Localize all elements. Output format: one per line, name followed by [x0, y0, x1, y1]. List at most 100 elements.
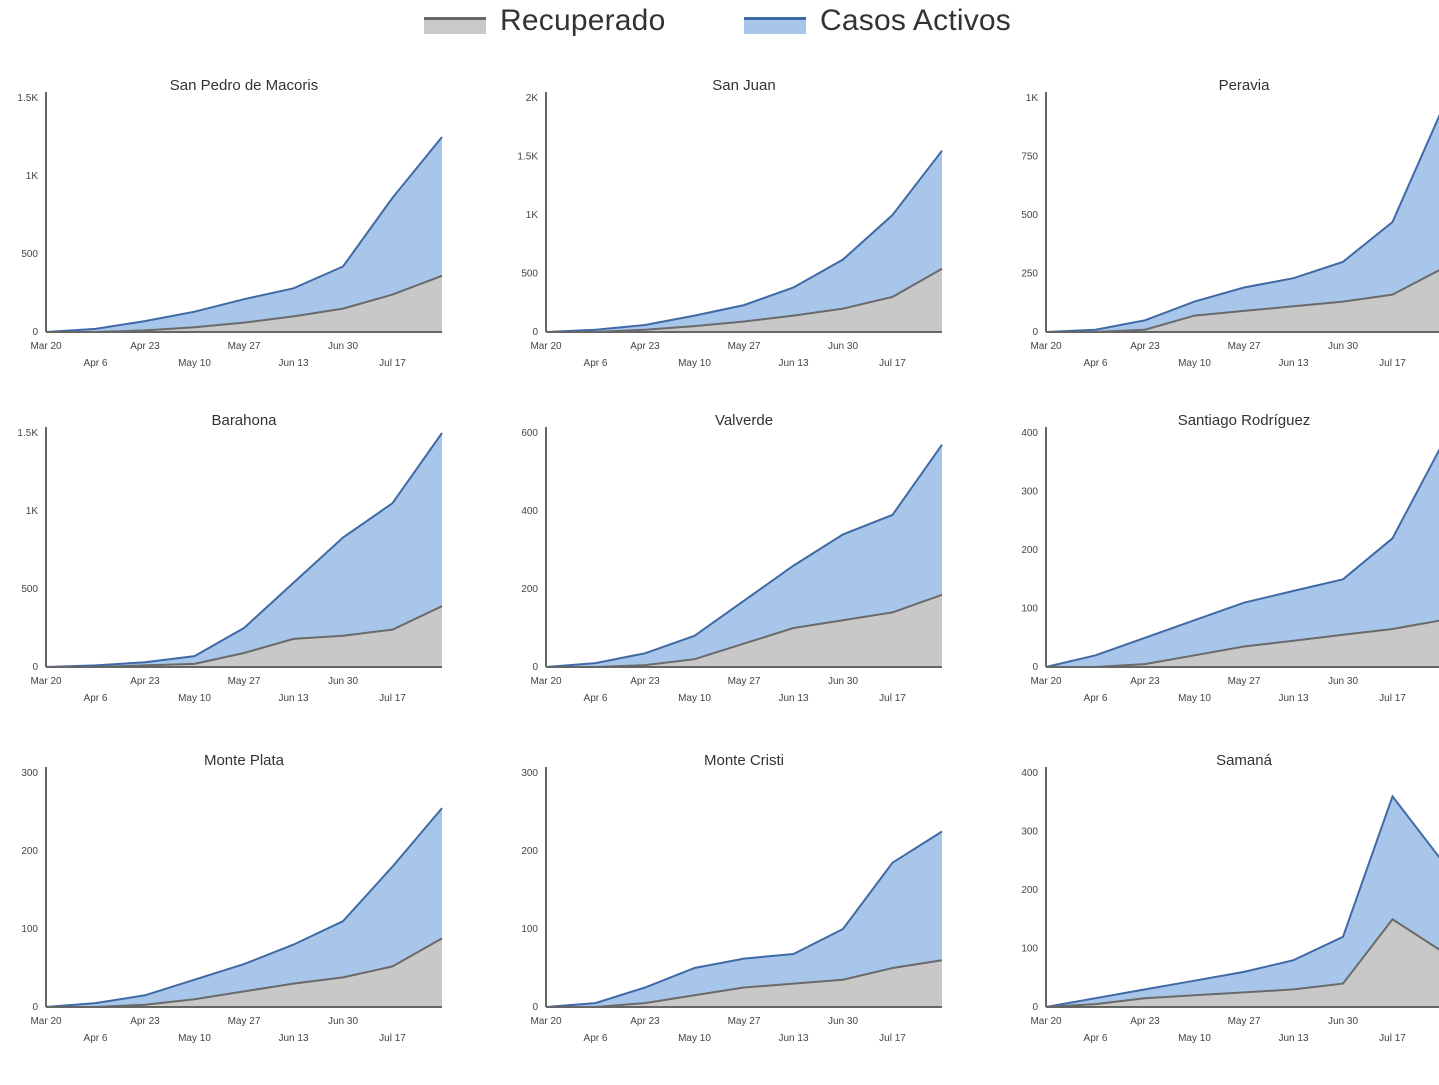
series-area-casos-activos [1046, 450, 1439, 667]
legend: Recuperado Casos Activos [0, 0, 1439, 52]
x-tick-label: Apr 6 [1084, 358, 1108, 369]
y-tick-label: 500 [21, 584, 38, 595]
series-area-recuperado [46, 606, 442, 667]
x-tick-label: May 27 [1228, 676, 1261, 687]
series-line-recuperado [546, 959, 943, 1008]
series-area-casos-activos [546, 444, 942, 667]
chart-title: Barahona [211, 412, 277, 429]
series-area-casos-activos [1046, 116, 1439, 332]
x-tick-label: May 27 [728, 341, 761, 352]
x-tick-label: Jul 17 [879, 693, 906, 704]
series-area-casos-activos [1046, 796, 1439, 1007]
x-tick-label: Jun 13 [778, 1033, 808, 1044]
y-tick-label: 200 [1021, 885, 1038, 896]
chart-panel-3: 0 500 1K 1.5K Mar 20 Apr 6 Apr 23 May 10 May 27 J… [0, 405, 480, 745]
x-tick-label: May 10 [178, 358, 211, 369]
chart-panel-0: 0 500 1K 1.5K Mar 20 Apr 6 Apr 23 May 10 May 27 J… [0, 70, 480, 410]
x-tick-label: Jun 13 [278, 693, 308, 704]
chart-panel-5: 0 100 200 300 400 Mar 20 Apr 6 Apr 23 May 10 May … [1000, 405, 1439, 745]
y-tick-label: 1.5K [17, 93, 38, 104]
series-area-recuperado [546, 594, 942, 667]
legend-label-casos-activos: Casos Activos [820, 4, 1012, 37]
series-line-recuperado [1045, 917, 1439, 1008]
chart-svg: 0 500 1K 1.5K Mar 20 Apr 6 Apr 23 May 10 May 27 J… [17, 412, 443, 704]
series-area-recuperado [46, 275, 442, 332]
chart-svg: 0 200 400 600 Mar 20 Apr 6 Apr 23 May 10 May 27 J… [521, 412, 943, 704]
chart-panel-2: 0 250 500 750 1K Mar 20 Apr 6 Apr 23 May 10 May 2… [1000, 70, 1439, 410]
series-area-recuperado [546, 960, 942, 1007]
x-tick-label: May 10 [178, 1033, 211, 1044]
x-tick-label: Jul 17 [879, 1033, 906, 1044]
x-tick-label: Apr 23 [130, 341, 160, 352]
series-line-casos-activos [45, 807, 443, 1008]
series-area-recuperado [1046, 270, 1439, 332]
chart-svg: 0 250 500 750 1K Mar 20 Apr 6 Apr 23 May 10 May 2… [1021, 77, 1439, 369]
y-tick-label: 0 [1032, 327, 1038, 338]
x-tick-label: Apr 6 [1084, 693, 1108, 704]
series-line-casos-activos [545, 830, 943, 1008]
y-tick-label: 200 [21, 846, 38, 857]
x-tick-label: Apr 6 [584, 358, 608, 369]
x-tick-label: Jun 30 [328, 1016, 358, 1027]
x-tick-label: Jun 13 [778, 693, 808, 704]
chart-title: Peravia [1219, 77, 1271, 94]
x-tick-label: Jun 13 [1278, 693, 1308, 704]
y-tick-label: 600 [521, 428, 538, 439]
series-area-casos-activos [546, 831, 942, 1007]
chart-title: San Pedro de Macoris [170, 77, 318, 94]
series-area-recuperado [46, 938, 442, 1007]
y-tick-label: 100 [1021, 944, 1038, 955]
x-tick-label: May 10 [1178, 1033, 1211, 1044]
legend-item-casos-activos: Casos Activos [744, 4, 1011, 38]
chart-title: Samaná [1216, 752, 1273, 769]
x-tick-label: Jun 30 [828, 1016, 858, 1027]
x-tick-label: Apr 23 [1130, 341, 1160, 352]
chart-svg: 0 100 200 300 400 Mar 20 Apr 6 Apr 23 May 10 May … [1021, 752, 1439, 1044]
x-tick-label: Mar 20 [1030, 676, 1062, 687]
x-tick-label: Mar 20 [530, 1016, 562, 1027]
y-tick-label: 200 [521, 846, 538, 857]
series-line-casos-activos [1045, 794, 1439, 1008]
x-tick-label: Apr 23 [1130, 1016, 1160, 1027]
x-tick-label: Apr 6 [84, 1033, 108, 1044]
x-tick-label: May 10 [678, 358, 711, 369]
x-tick-label: Apr 23 [630, 341, 660, 352]
x-tick-label: Jun 30 [828, 341, 858, 352]
x-tick-label: Mar 20 [30, 676, 62, 687]
chart-panel-6: 0 100 200 300 Mar 20 Apr 6 Apr 23 May 10 May 27 J… [0, 745, 480, 1085]
x-tick-label: Jun 30 [328, 676, 358, 687]
x-tick-label: May 10 [678, 1033, 711, 1044]
y-tick-label: 200 [1021, 545, 1038, 556]
x-tick-label: May 27 [228, 676, 261, 687]
y-tick-label: 1K [26, 506, 39, 517]
y-tick-label: 400 [1021, 768, 1038, 779]
chart-svg: 0 100 200 300 400 Mar 20 Apr 6 Apr 23 May 10 May … [1021, 412, 1439, 704]
y-tick-label: 1.5K [517, 152, 538, 163]
x-tick-label: Apr 23 [630, 676, 660, 687]
y-tick-label: 0 [1032, 662, 1038, 673]
x-tick-label: Apr 23 [1130, 676, 1160, 687]
chart-panel-4: 0 200 400 600 Mar 20 Apr 6 Apr 23 May 10 May 27 J… [500, 405, 980, 745]
series-area-casos-activos [46, 433, 442, 667]
series-area-recuperado [1046, 620, 1439, 667]
y-tick-label: 0 [32, 662, 38, 673]
y-tick-label: 0 [532, 1002, 538, 1013]
chart-svg: 0 100 200 300 Mar 20 Apr 6 Apr 23 May 10 May 27 J… [21, 752, 443, 1044]
y-tick-label: 100 [21, 924, 38, 935]
x-tick-label: Jul 17 [1379, 693, 1406, 704]
x-tick-label: Jun 30 [828, 676, 858, 687]
x-tick-label: Jun 30 [1328, 676, 1358, 687]
x-tick-label: May 10 [1178, 693, 1211, 704]
chart-title: Monte Cristi [704, 752, 784, 769]
chart-panel-8: 0 100 200 300 400 Mar 20 Apr 6 Apr 23 May 10 May … [1000, 745, 1439, 1085]
y-tick-label: 250 [1021, 269, 1038, 280]
x-tick-label: Apr 6 [1084, 1033, 1108, 1044]
chart-title: Monte Plata [204, 752, 285, 769]
x-tick-label: Jul 17 [1379, 358, 1406, 369]
x-tick-label: Apr 23 [130, 1016, 160, 1027]
x-tick-label: May 10 [678, 693, 711, 704]
series-area-casos-activos [46, 808, 442, 1007]
y-tick-label: 400 [1021, 428, 1038, 439]
chart-panel-1: 0 500 1K 1.5K 2K Mar 20 Apr 6 Apr 23 May 10 May 2… [500, 70, 980, 410]
series-line-casos-activos [45, 432, 443, 668]
